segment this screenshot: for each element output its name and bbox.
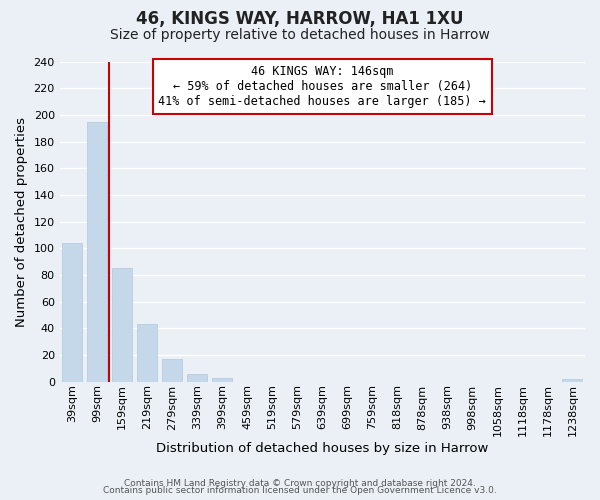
X-axis label: Distribution of detached houses by size in Harrow: Distribution of detached houses by size … (156, 442, 488, 455)
Bar (162, 359, 182, 382)
Text: 46 KINGS WAY: 146sqm
← 59% of detached houses are smaller (264)
41% of semi-deta: 46 KINGS WAY: 146sqm ← 59% of detached h… (158, 64, 486, 108)
Bar (62, 243, 82, 382)
Text: Contains HM Land Registry data © Crown copyright and database right 2024.: Contains HM Land Registry data © Crown c… (124, 478, 476, 488)
Bar (112, 268, 132, 382)
Bar (212, 378, 232, 382)
Y-axis label: Number of detached properties: Number of detached properties (15, 116, 28, 326)
Text: 46, KINGS WAY, HARROW, HA1 1XU: 46, KINGS WAY, HARROW, HA1 1XU (136, 10, 464, 28)
Bar (137, 324, 157, 382)
Bar (87, 122, 107, 382)
Text: Contains public sector information licensed under the Open Government Licence v3: Contains public sector information licen… (103, 486, 497, 495)
Text: Size of property relative to detached houses in Harrow: Size of property relative to detached ho… (110, 28, 490, 42)
Bar (562, 379, 583, 382)
Bar (187, 374, 207, 382)
